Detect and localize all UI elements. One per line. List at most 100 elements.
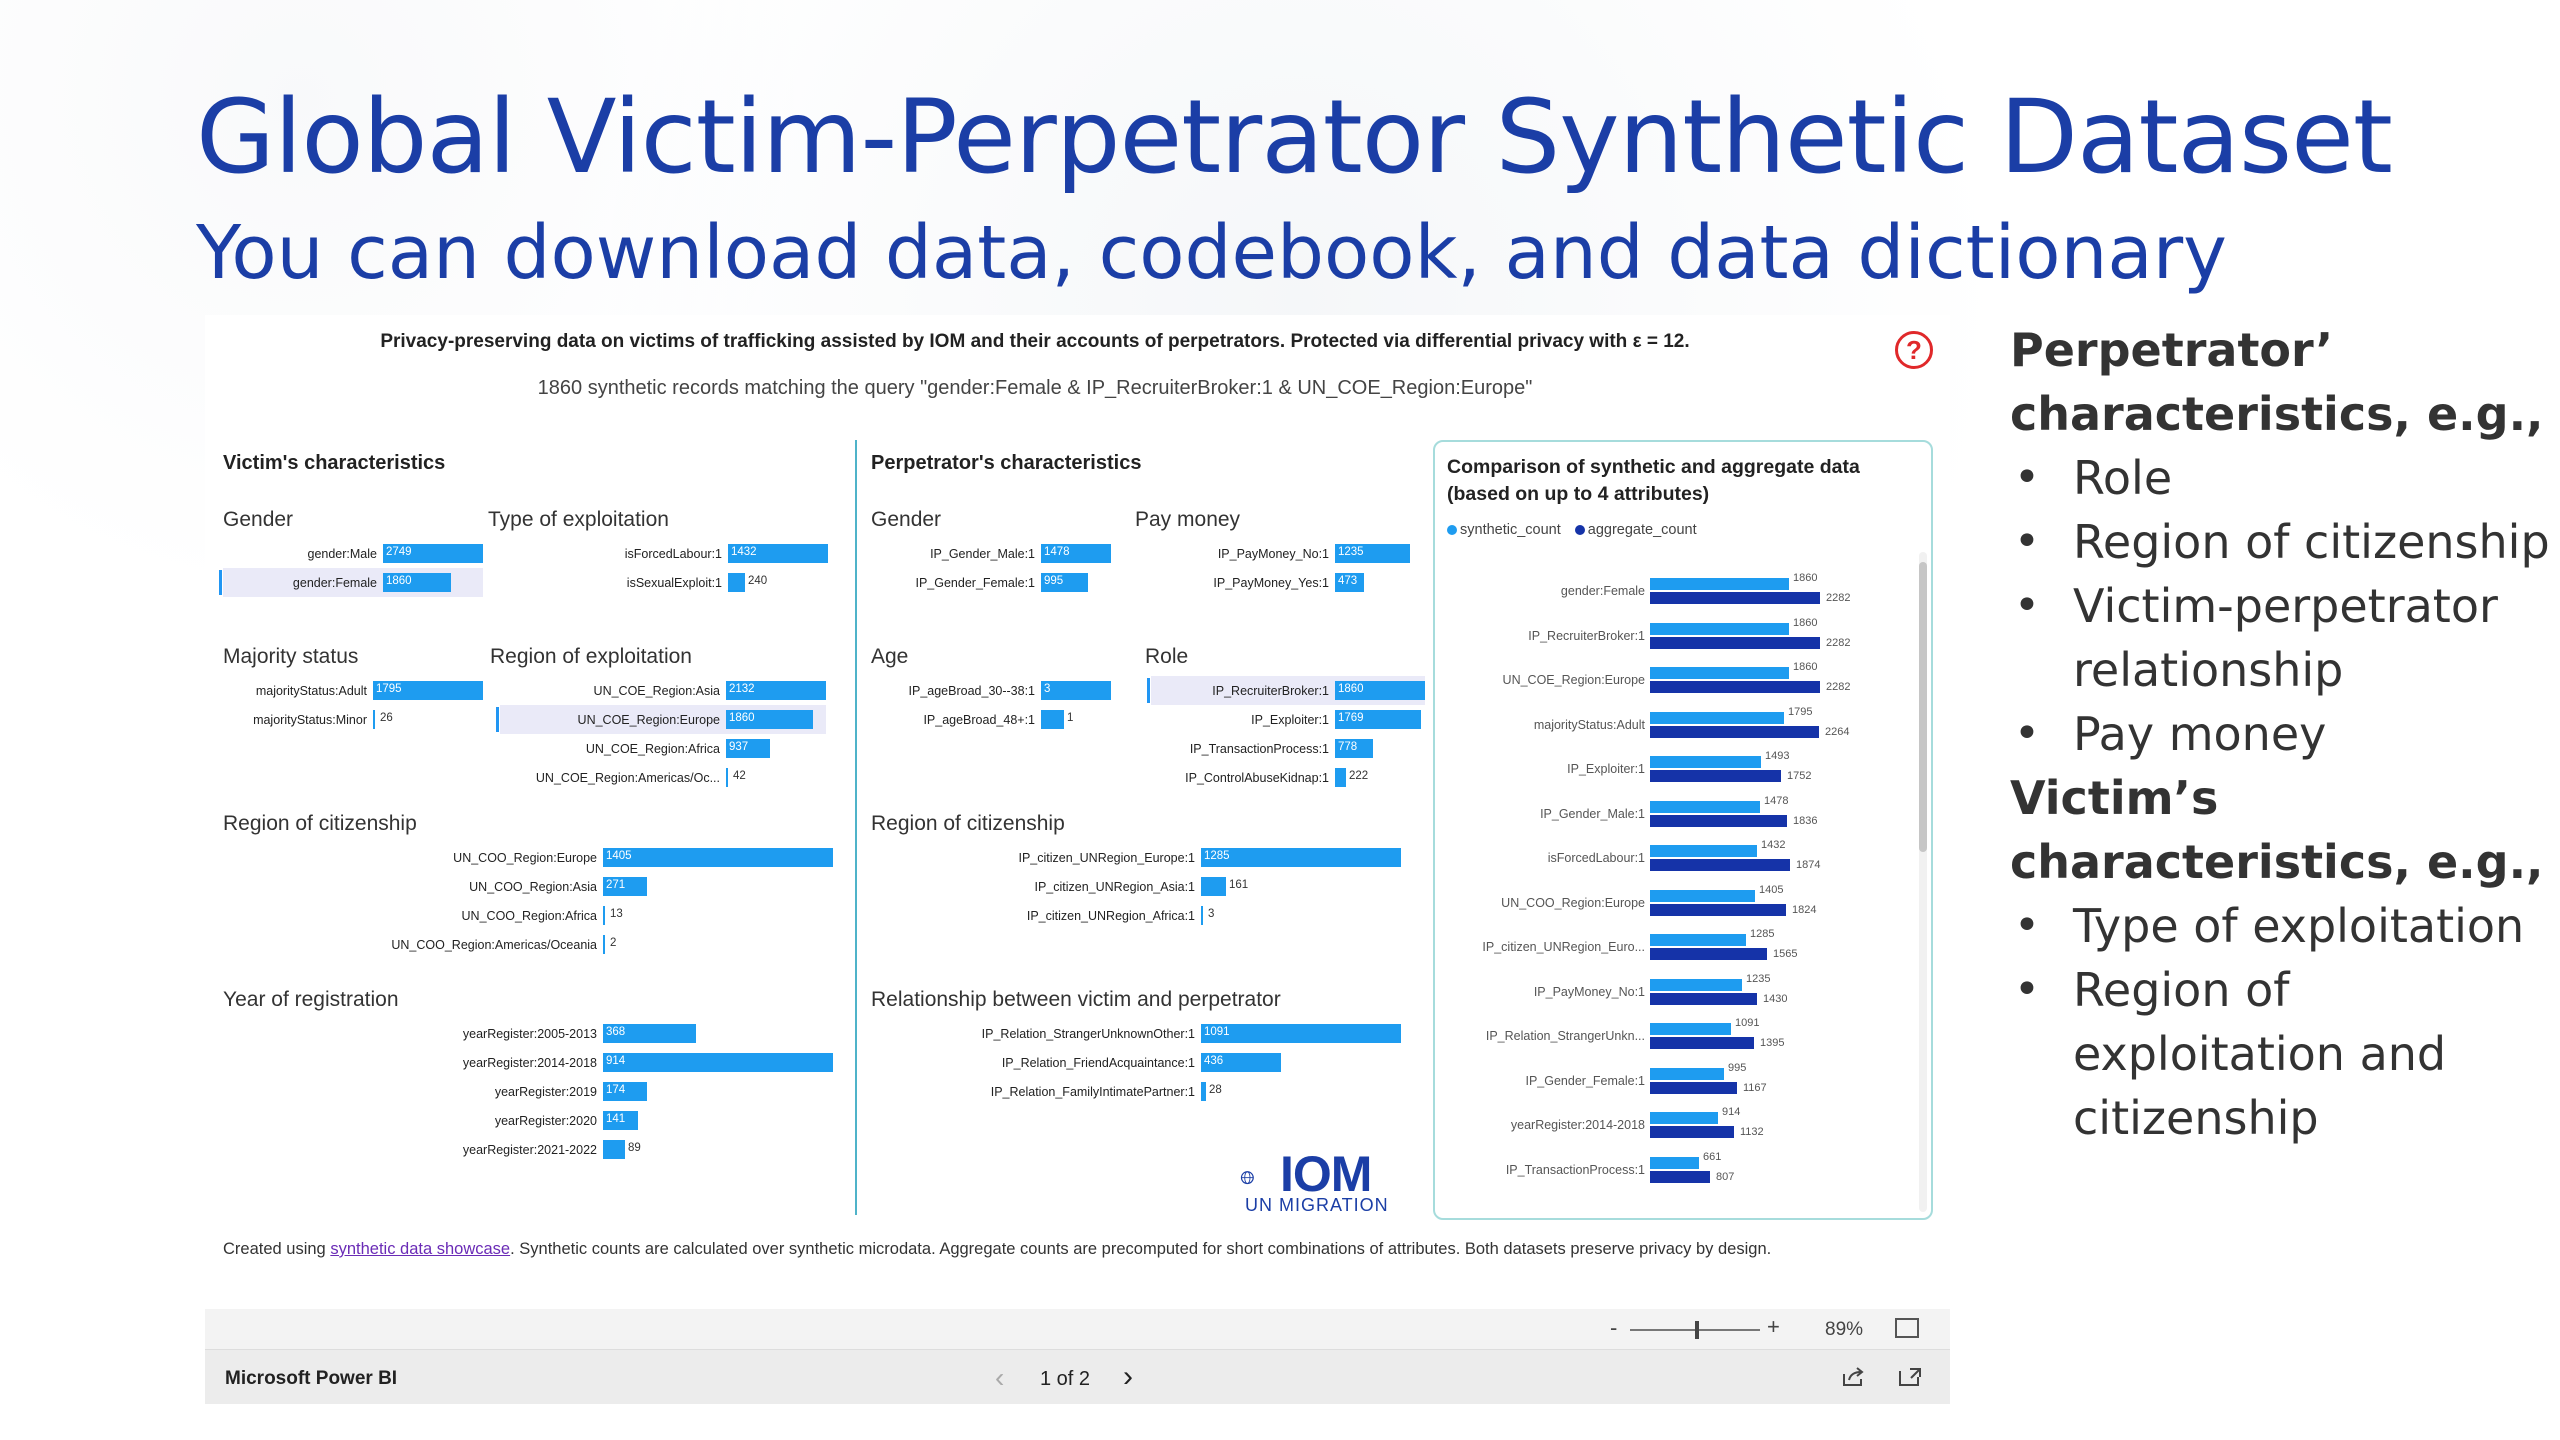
bar[interactable]: 368 — [603, 1024, 696, 1043]
aggregate-bar[interactable] — [1650, 592, 1820, 604]
zoom-in-button[interactable]: + — [1767, 1314, 1780, 1339]
bar-row[interactable]: IP_ageBroad_48+:1 1 — [871, 705, 1111, 734]
aggregate-bar[interactable] — [1650, 948, 1767, 960]
bar[interactable]: 778 — [1335, 739, 1373, 758]
previous-page-icon[interactable]: ‹ — [995, 1362, 1005, 1393]
synthetic-bar[interactable] — [1650, 800, 1760, 813]
powerbi-brand[interactable]: Microsoft Power BI — [225, 1368, 398, 1389]
bar-row[interactable]: UN_COE_Region:Asia 2132 — [500, 676, 826, 705]
comparison-row[interactable]: IP_Gender_Male:1 1478 1836 — [1435, 795, 1925, 840]
bar-row[interactable]: IP_citizen_UNRegion_Africa:1 3 — [871, 901, 1401, 930]
bar[interactable]: 174 — [603, 1082, 647, 1101]
synthetic-bar[interactable] — [1650, 578, 1789, 590]
bar-row[interactable]: yearRegister:2005-2013 368 — [223, 1019, 833, 1048]
bar[interactable]: 1091 — [1201, 1024, 1401, 1043]
bar-row[interactable]: UN_COO_Region:Americas/Oceania 2 — [223, 930, 833, 959]
bar-row[interactable]: IP_Gender_Female:1 995 — [871, 568, 1111, 597]
bar-row[interactable]: IP_Relation_StrangerUnknownOther:1 1091 — [871, 1019, 1401, 1048]
bar[interactable]: 1795 — [373, 681, 483, 700]
next-page-icon[interactable]: › — [1123, 1360, 1133, 1393]
bar-row[interactable]: isSexualExploit:1 240 — [488, 568, 828, 597]
bar-row[interactable]: IP_TransactionProcess:1 778 — [1151, 734, 1425, 763]
bar[interactable]: 141 — [603, 1111, 638, 1130]
zoom-out-button[interactable]: - — [1610, 1315, 1618, 1340]
bar[interactable]: 3 — [1041, 681, 1111, 700]
aggregate-bar[interactable] — [1650, 1126, 1734, 1138]
bar[interactable]: 937 — [726, 739, 770, 758]
aggregate-bar[interactable] — [1650, 903, 1786, 916]
aggregate-bar[interactable] — [1650, 992, 1757, 1005]
comparison-row[interactable]: UN_COO_Region:Europe 1405 1824 — [1435, 884, 1925, 929]
bar-row[interactable]: isForcedLabour:1 1432 — [488, 539, 828, 568]
bar[interactable]: 13 — [603, 906, 623, 925]
bar[interactable]: 1860 — [726, 710, 813, 729]
comparison-row[interactable]: UN_COE_Region:Europe 1860 2282 — [1435, 661, 1925, 706]
synthetic-bar[interactable] — [1650, 756, 1761, 768]
bar[interactable]: 1769 — [1335, 710, 1421, 729]
comparison-row[interactable]: majorityStatus:Adult 1795 2264 — [1435, 706, 1925, 751]
aggregate-bar[interactable] — [1650, 725, 1819, 738]
bar-row[interactable]: IP_PayMoney_Yes:1 473 — [1135, 568, 1410, 597]
fullscreen-icon[interactable] — [1897, 1366, 1923, 1388]
zoom-slider-thumb[interactable] — [1695, 1321, 1699, 1339]
synthetic-bar[interactable] — [1650, 1023, 1731, 1035]
synthetic-bar[interactable] — [1650, 1067, 1724, 1080]
comparison-row[interactable]: IP_citizen_UNRegion_Euro... 1285 1565 — [1435, 928, 1925, 973]
bar[interactable]: 240 — [728, 573, 767, 592]
synthetic-bar[interactable] — [1650, 978, 1742, 991]
comparison-row[interactable]: yearRegister:2014-2018 914 1132 — [1435, 1106, 1925, 1151]
bar[interactable]: 1405 — [603, 848, 833, 867]
synthetic-bar[interactable] — [1650, 667, 1789, 679]
comparison-row[interactable]: IP_RecruiterBroker:1 1860 2282 — [1435, 617, 1925, 662]
bar-row[interactable]: IP_Relation_FriendAcquaintance:1 436 — [871, 1048, 1401, 1077]
bar[interactable]: 436 — [1201, 1053, 1281, 1072]
showcase-link[interactable]: synthetic data showcase — [330, 1240, 511, 1258]
bar-row[interactable]: UN_COE_Region:Europe 1860 — [496, 705, 826, 734]
bar-row[interactable]: IP_ageBroad_30--38:1 3 — [871, 676, 1111, 705]
bar[interactable]: 995 — [1041, 573, 1088, 592]
bar[interactable]: 1432 — [728, 544, 828, 563]
bar-row[interactable]: gender:Female 1860 — [219, 568, 483, 597]
bar[interactable]: 89 — [603, 1140, 641, 1159]
synthetic-bar[interactable] — [1650, 622, 1789, 635]
bar[interactable]: 914 — [603, 1053, 833, 1072]
bar-row[interactable]: IP_Exploiter:1 1769 — [1151, 705, 1425, 734]
bar[interactable]: 3 — [1201, 906, 1214, 925]
synthetic-bar[interactable] — [1650, 845, 1757, 857]
aggregate-bar[interactable] — [1650, 1081, 1737, 1094]
bar[interactable]: 1 — [1041, 710, 1073, 729]
bar[interactable]: 42 — [726, 768, 746, 787]
aggregate-bar[interactable] — [1650, 859, 1790, 871]
bar[interactable]: 1285 — [1201, 848, 1401, 867]
bar[interactable]: 161 — [1201, 877, 1248, 896]
bar-row[interactable]: majorityStatus:Minor 26 — [223, 705, 483, 734]
bar-row[interactable]: yearRegister:2021-2022 89 — [223, 1135, 833, 1164]
synthetic-bar[interactable] — [1650, 889, 1755, 902]
help-icon[interactable]: ? — [1895, 331, 1933, 369]
aggregate-bar[interactable] — [1650, 770, 1781, 782]
comparison-row[interactable]: IP_TransactionProcess:1 661 807 — [1435, 1151, 1925, 1196]
comparison-scrollbar[interactable] — [1919, 552, 1927, 1212]
synthetic-bar[interactable] — [1650, 1112, 1718, 1124]
bar[interactable]: 1235 — [1335, 544, 1410, 563]
bar[interactable]: 26 — [373, 710, 393, 729]
comparison-row[interactable]: IP_Gender_Female:1 995 1167 — [1435, 1062, 1925, 1107]
bar-row[interactable]: IP_citizen_UNRegion_Asia:1 161 — [871, 872, 1401, 901]
comparison-row[interactable]: IP_Exploiter:1 1493 1752 — [1435, 750, 1925, 795]
bar[interactable]: 2749 — [383, 544, 483, 563]
bar[interactable]: 222 — [1335, 768, 1368, 787]
comparison-row[interactable]: IP_PayMoney_No:1 1235 1430 — [1435, 973, 1925, 1018]
bar[interactable]: 1860 — [1335, 681, 1425, 700]
bar[interactable]: 2 — [603, 935, 616, 954]
comparison-row[interactable]: isForcedLabour:1 1432 1874 — [1435, 839, 1925, 884]
aggregate-bar[interactable] — [1650, 1170, 1710, 1183]
bar-row[interactable]: IP_ControlAbuseKidnap:1 222 — [1151, 763, 1425, 792]
bar-row[interactable]: yearRegister:2014-2018 914 — [223, 1048, 833, 1077]
synthetic-bar[interactable] — [1650, 711, 1784, 724]
aggregate-bar[interactable] — [1650, 1037, 1754, 1049]
bar[interactable]: 28 — [1201, 1082, 1222, 1101]
bar-row[interactable]: IP_Relation_FamilyIntimatePartner:1 28 — [871, 1077, 1401, 1106]
bar-row[interactable]: IP_RecruiterBroker:1 1860 — [1147, 676, 1425, 705]
bar-row[interactable]: yearRegister:2020 141 — [223, 1106, 833, 1135]
aggregate-bar[interactable] — [1650, 814, 1787, 827]
